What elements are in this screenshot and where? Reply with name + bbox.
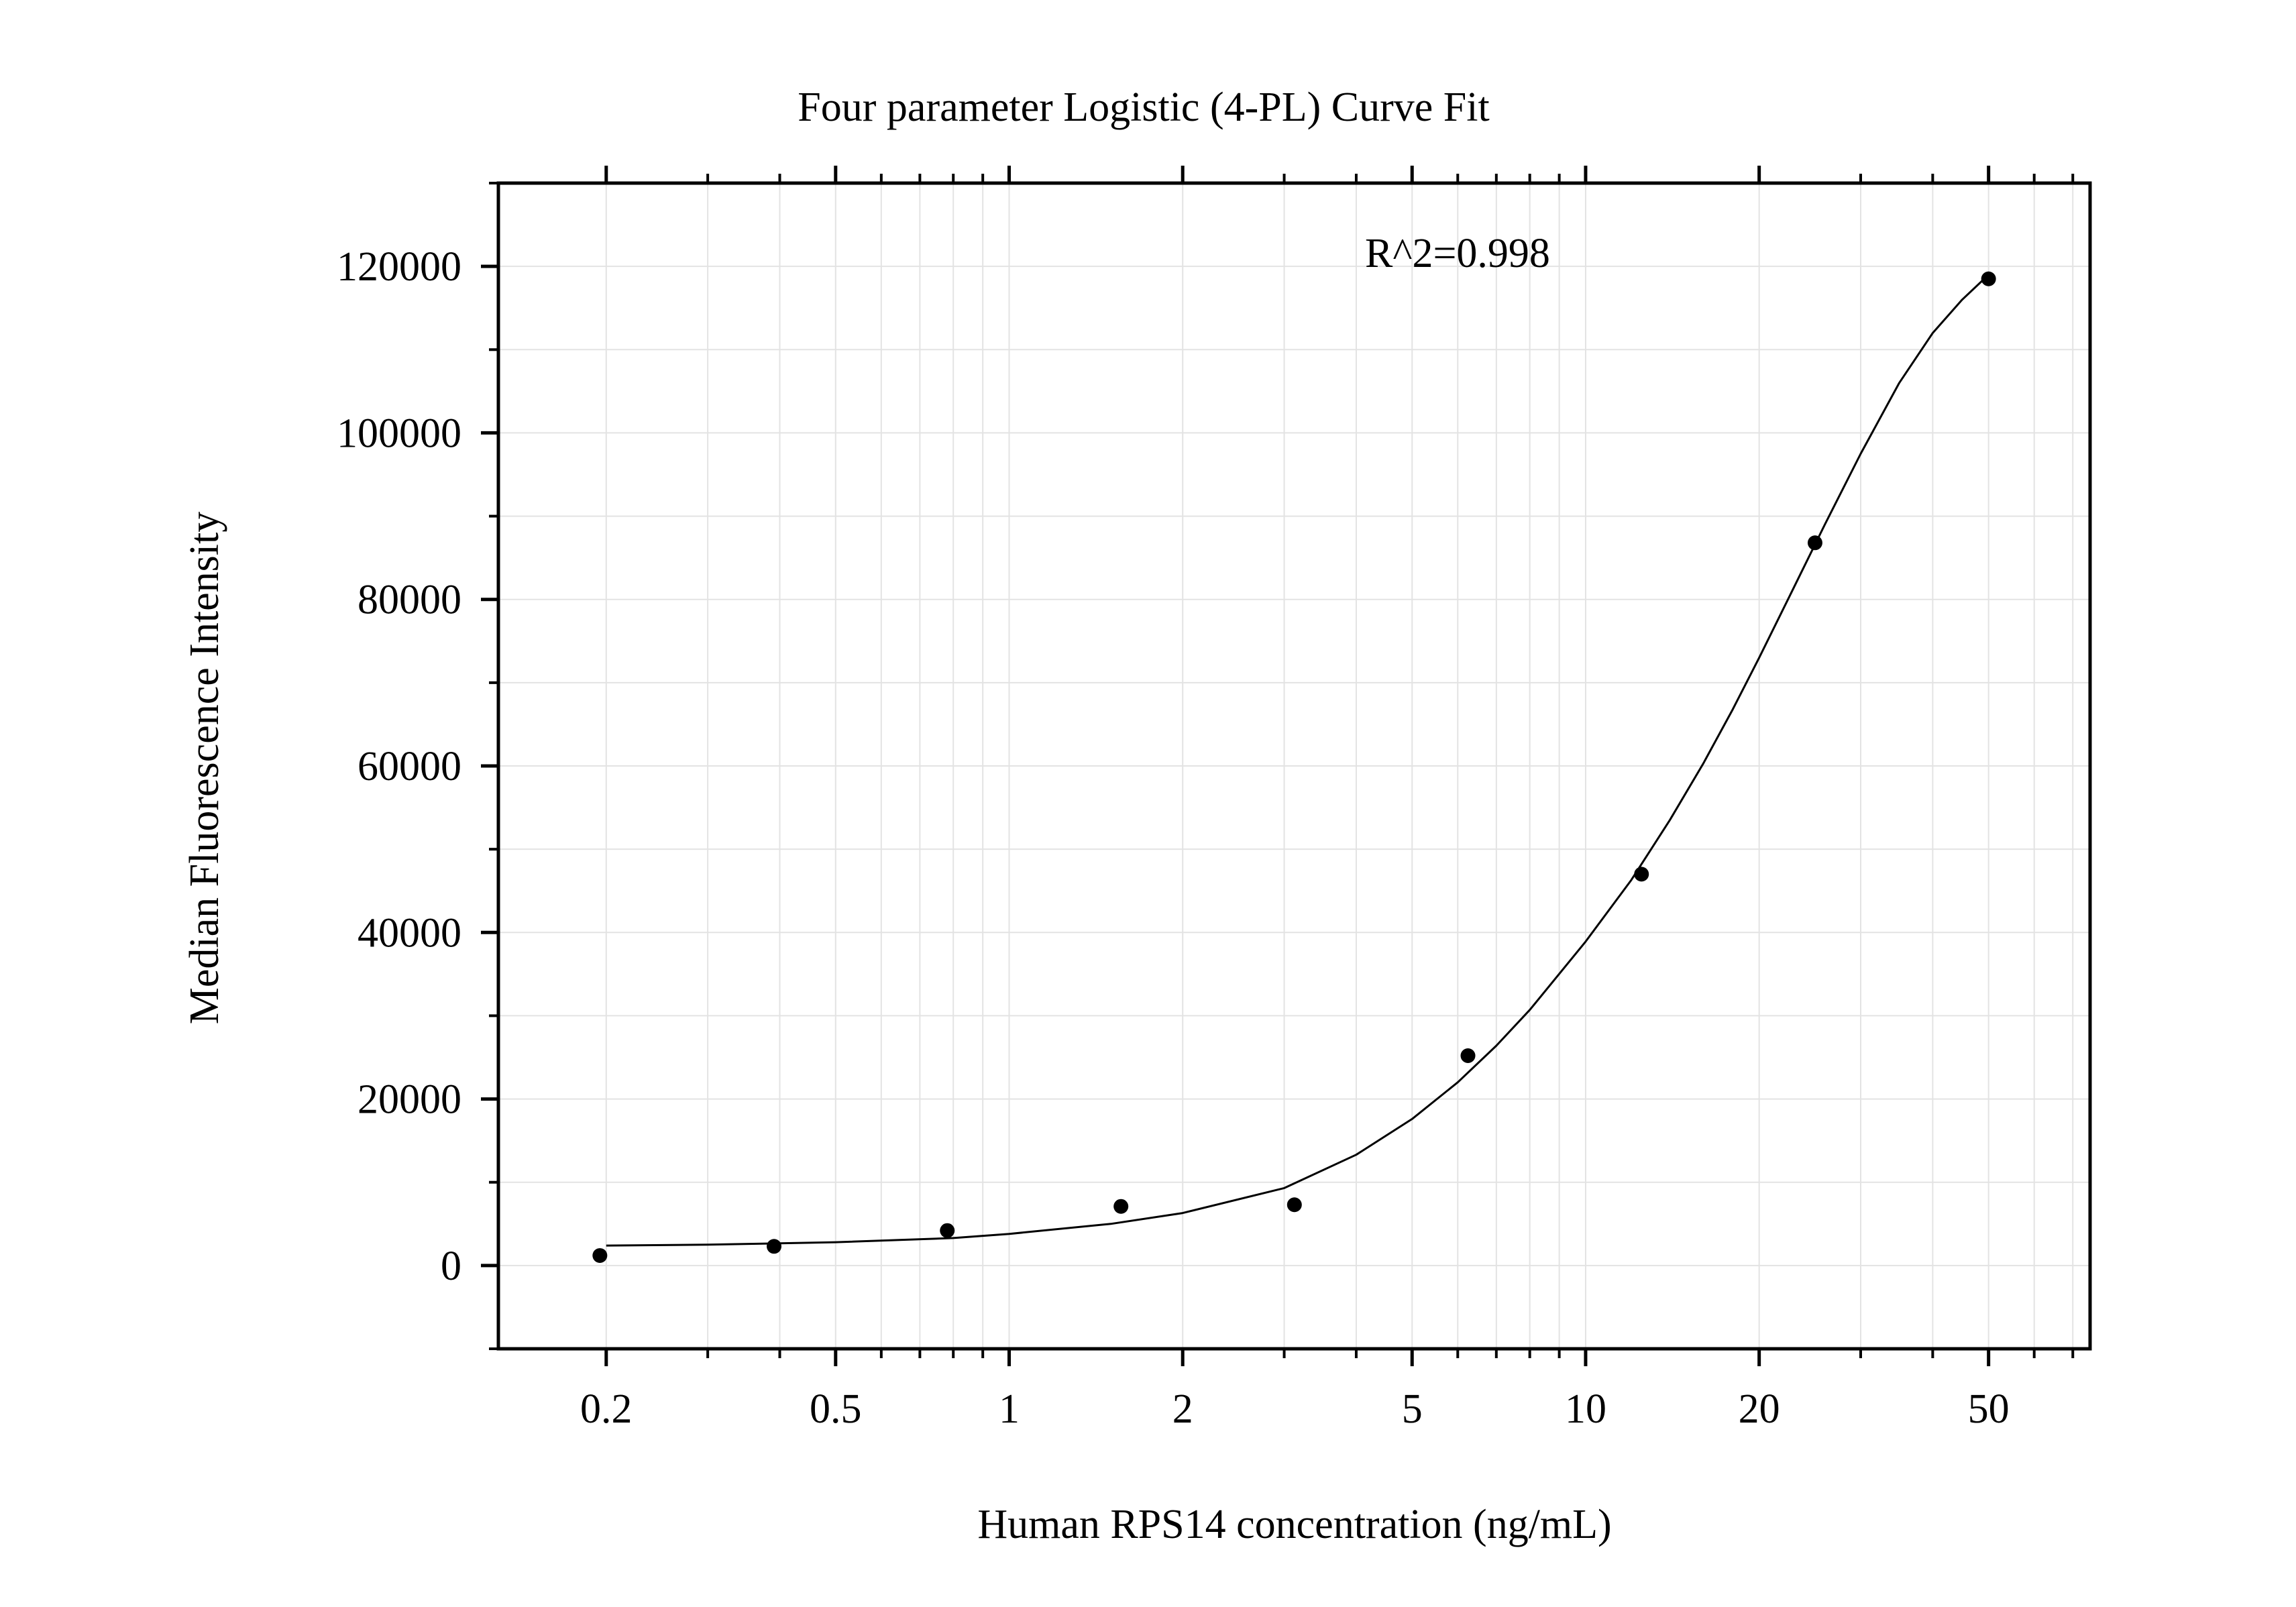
data-point [1460, 1048, 1476, 1064]
y-tick-label: 80000 [358, 577, 461, 623]
y-tick-label: 20000 [358, 1077, 461, 1123]
y-tick-label: 60000 [358, 744, 461, 789]
y-tick-label: 100000 [337, 410, 461, 456]
data-point [1807, 535, 1822, 551]
fit-curve-layer [606, 274, 1989, 1247]
chart-title: Four parameter Logistic (4-PL) Curve Fit [798, 85, 1489, 130]
y-tick-label: 120000 [337, 244, 461, 290]
grid-layer [498, 182, 2090, 1349]
x-tick-label: 50 [1968, 1386, 2010, 1432]
ticks-layer [481, 166, 2075, 1366]
y-axis-label: Median Fluorescence Intensity [182, 512, 227, 1024]
data-point [592, 1248, 608, 1263]
r-squared-annotation: R^2=0.998 [1365, 231, 1550, 276]
x-axis-label: Human RPS14 concentration (ng/mL) [977, 1502, 1611, 1547]
data-points-layer [592, 271, 1996, 1263]
x-tick-label: 5 [1402, 1386, 1423, 1432]
x-tick-label: 0.5 [810, 1386, 862, 1432]
tick-labels-layer: 0.2 0.5 1 2 5 10 20 50 0 20000 40000 60000 80000 1000… [337, 244, 2010, 1432]
y-tick-label: 0 [441, 1243, 461, 1289]
fit-curve-line [606, 274, 1989, 1247]
x-tick-label: 10 [1565, 1386, 1606, 1432]
y-tick-label: 40000 [358, 910, 461, 956]
data-point [940, 1223, 955, 1238]
data-point [1113, 1199, 1129, 1214]
data-point [1981, 271, 1996, 286]
x-tick-label: 0.2 [580, 1386, 633, 1432]
x-tick-label: 2 [1172, 1386, 1193, 1432]
x-tick-label: 20 [1739, 1386, 1780, 1432]
data-point [767, 1239, 782, 1254]
data-point [1287, 1197, 1302, 1213]
data-point [1634, 867, 1649, 882]
x-tick-label: 1 [999, 1386, 1020, 1432]
